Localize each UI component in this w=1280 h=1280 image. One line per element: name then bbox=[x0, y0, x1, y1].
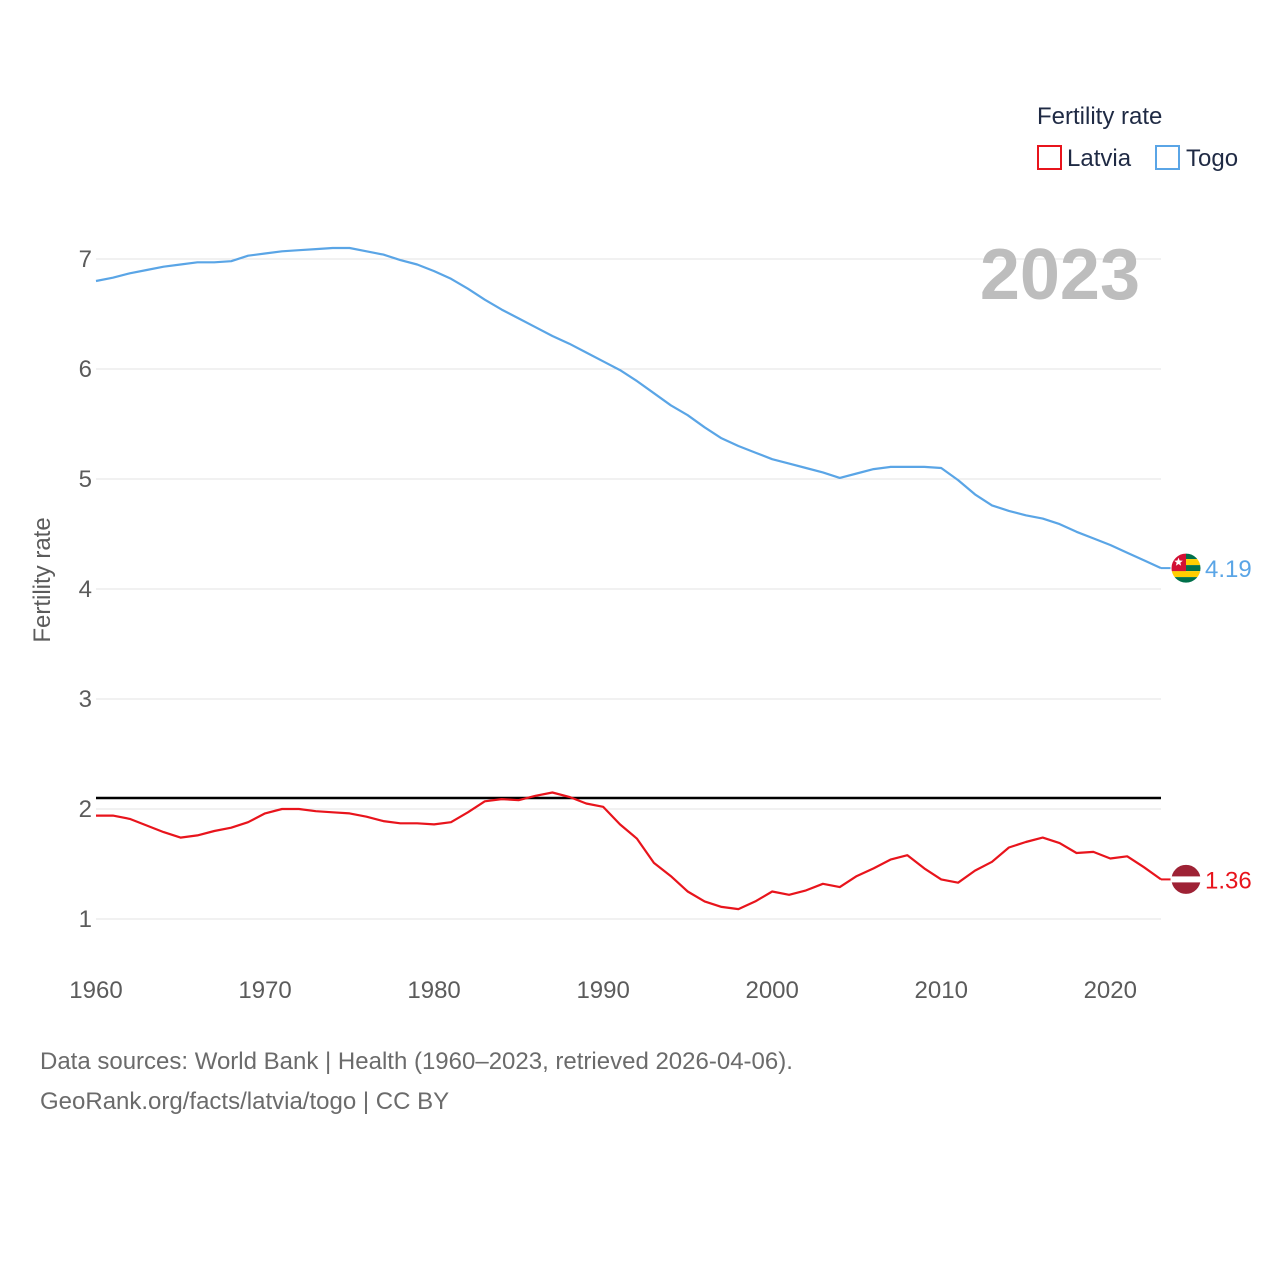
y-axis-title: Fertility rate bbox=[29, 517, 56, 642]
legend-item-latvia[interactable]: Latvia bbox=[1037, 145, 1132, 172]
latvia-flag-icon bbox=[1170, 863, 1202, 895]
y-tick-label-7: 7 bbox=[79, 246, 92, 273]
y-tick-label-6: 6 bbox=[79, 356, 92, 383]
gridlines bbox=[96, 258, 1161, 920]
y-tick-label-2: 2 bbox=[79, 796, 92, 823]
legend-swatch-latvia bbox=[1037, 145, 1062, 170]
legend-item-togo[interactable]: Togo bbox=[1155, 145, 1238, 172]
series-lines bbox=[95, 246, 1162, 911]
end-value-label-togo: 4.19 bbox=[1205, 556, 1252, 583]
y-tick-label-5: 5 bbox=[79, 466, 92, 493]
x-tick-label-2020: 2020 bbox=[1084, 977, 1137, 1004]
current-year-label: 2023 bbox=[980, 235, 1140, 315]
x-tick-label-2000: 2000 bbox=[745, 977, 798, 1004]
data-source-line: Data sources: World Bank | Health (1960–… bbox=[40, 1048, 793, 1075]
x-tick-label-1980: 1980 bbox=[407, 977, 460, 1004]
y-tick-label-4: 4 bbox=[79, 576, 92, 603]
attribution-link[interactable]: GeoRank.org/facts/latvia/togo | CC BY bbox=[40, 1088, 450, 1115]
y-axis-ticks: 1 2 3 4 5 6 7 bbox=[79, 246, 92, 933]
x-tick-label-1960: 1960 bbox=[69, 977, 122, 1004]
legend-title: Fertility rate bbox=[1037, 103, 1162, 130]
end-value-label-latvia: 1.36 bbox=[1205, 867, 1252, 894]
x-tick-label-1970: 1970 bbox=[238, 977, 291, 1004]
x-tick-label-2010: 2010 bbox=[915, 977, 968, 1004]
legend: Fertility rate Latvia Togo bbox=[1037, 103, 1238, 172]
fertility-rate-chart: 1 2 3 4 5 6 7 1960 1970 1980 1990 2000 2010 2020 Fer… bbox=[29, 103, 1252, 1004]
legend-label-togo: Togo bbox=[1186, 145, 1238, 172]
x-axis-ticks: 1960 1970 1980 1990 2000 2010 2020 bbox=[69, 977, 1137, 1004]
y-tick-label-3: 3 bbox=[79, 686, 92, 713]
series-line-latvia bbox=[96, 791, 1162, 911]
legend-swatch-togo bbox=[1155, 145, 1180, 170]
x-tick-label-1990: 1990 bbox=[576, 977, 629, 1004]
togo-flag-icon bbox=[1170, 552, 1202, 584]
series-line-togo bbox=[95, 246, 1162, 570]
data-source-footer: Data sources: World Bank | Health (1960–… bbox=[40, 1042, 793, 1122]
y-tick-label-1: 1 bbox=[79, 906, 92, 933]
series-end-markers: 1.36 4.19 bbox=[1161, 552, 1252, 895]
legend-label-latvia: Latvia bbox=[1067, 145, 1132, 172]
